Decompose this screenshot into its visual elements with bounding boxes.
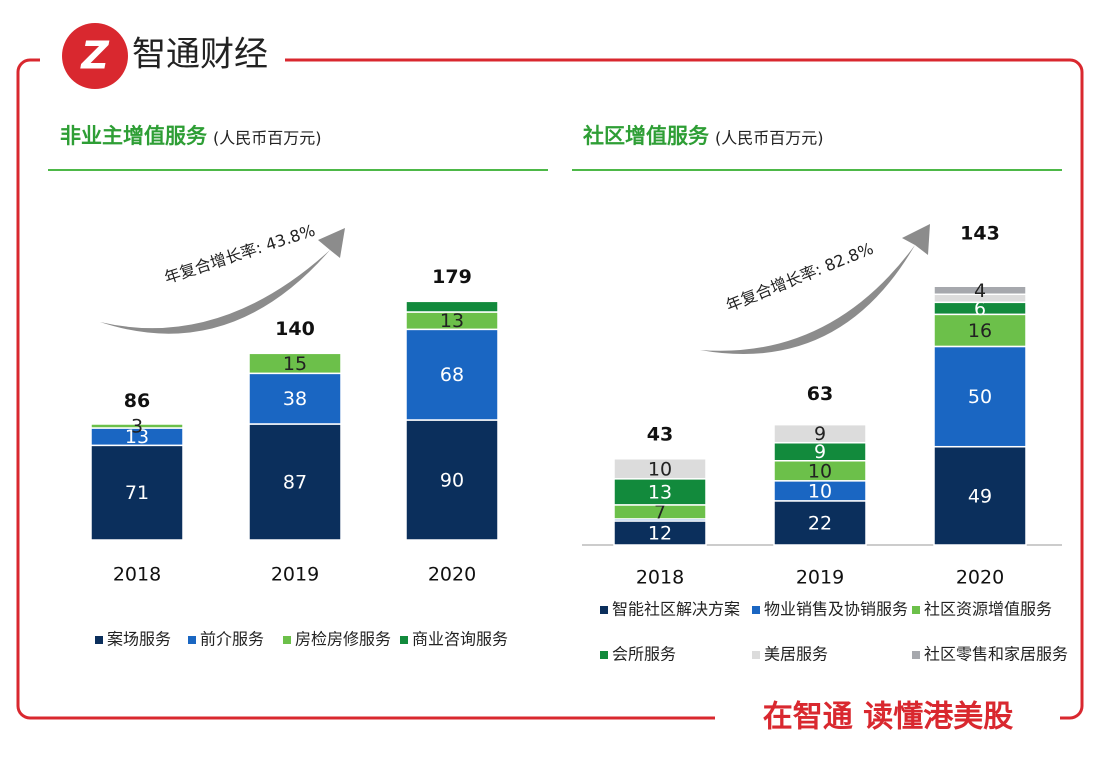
data-label: 10	[648, 458, 672, 480]
data-label: 6	[974, 298, 986, 320]
legend-label: 前介服务	[200, 630, 264, 649]
bar-segment	[90, 423, 184, 429]
data-label: 13	[440, 310, 464, 332]
data-label: 10	[808, 460, 832, 482]
x-tick-label: 2019	[271, 564, 319, 586]
data-label: 9	[814, 423, 826, 445]
bar-segment	[613, 478, 707, 506]
section-subtitle: (人民币百万元)	[715, 129, 824, 148]
growth-annotation: 年复合增长率: 43.8%	[162, 221, 317, 288]
data-label: 15	[283, 353, 307, 375]
data-label: 22	[808, 512, 832, 534]
x-tick-label: 2019	[796, 567, 844, 589]
legend-label: 物业销售及协销服务	[764, 600, 908, 619]
bar-segment	[773, 500, 867, 546]
data-label: 68	[440, 364, 464, 386]
bar-segment	[773, 423, 867, 444]
legend-label: 商业咨询服务	[412, 630, 508, 649]
section-title: 非业主增值服务	[60, 124, 208, 148]
data-label: 87	[283, 472, 307, 494]
legend-swatch	[752, 651, 760, 659]
section-subtitle: (人民币百万元)	[213, 129, 322, 148]
total-label: 43	[647, 423, 673, 445]
total-label: 63	[807, 383, 833, 405]
legend-swatch	[600, 606, 608, 614]
data-label: 4	[974, 280, 986, 302]
legend-label: 房检房修服务	[295, 630, 391, 649]
legend-swatch	[912, 606, 920, 614]
data-label: 71	[125, 482, 149, 504]
logo	[62, 23, 128, 89]
data-label: 90	[440, 470, 464, 492]
bar-segment	[405, 419, 499, 541]
data-label: 16	[968, 320, 992, 342]
data-label: 9	[814, 441, 826, 463]
legend-label: 社区资源增值服务	[924, 600, 1052, 619]
bar-segment	[405, 300, 499, 313]
data-label: 38	[283, 388, 307, 410]
legend-label: 案场服务	[107, 630, 171, 649]
frame	[16, 58, 1084, 720]
x-tick-label: 2018	[113, 564, 161, 586]
data-label: 49	[968, 485, 992, 507]
section-title: 社区增值服务	[582, 124, 710, 148]
x-tick-label: 2020	[956, 567, 1004, 589]
data-label: 13	[648, 481, 672, 503]
legend-swatch	[600, 651, 608, 659]
bar-segment	[933, 285, 1027, 296]
x-tick-label: 2018	[636, 567, 684, 589]
legend-swatch	[283, 636, 291, 644]
bar-segment	[405, 328, 499, 421]
legend-label: 美居服务	[764, 645, 828, 664]
legend-swatch	[912, 651, 920, 659]
bar-segment	[248, 352, 342, 375]
slogan: 在智通 读懂港美股	[763, 700, 1013, 735]
bar-segment	[613, 458, 707, 480]
bar-segment	[933, 445, 1027, 546]
data-label: 3	[131, 416, 143, 438]
x-tick-label: 2020	[428, 564, 476, 586]
bar-segment	[933, 345, 1027, 448]
data-label: 7	[654, 501, 666, 523]
total-label: 86	[124, 390, 150, 412]
data-label: 12	[648, 522, 672, 544]
total-label: 140	[275, 318, 315, 340]
growth-arrow	[100, 228, 345, 334]
growth-arrow	[700, 224, 930, 355]
data-label: 13	[125, 426, 149, 448]
legend-label: 智能社区解决方案	[612, 600, 740, 619]
data-label: 50	[968, 386, 992, 408]
legend-swatch	[752, 606, 760, 614]
growth-annotation: 年复合增长率: 82.8%	[723, 239, 876, 316]
legend-label: 会所服务	[612, 645, 676, 664]
total-label: 179	[432, 266, 472, 288]
logo-mark: Z	[80, 34, 110, 78]
legend-swatch	[400, 636, 408, 644]
legend-label: 社区零售和家居服务	[924, 645, 1068, 664]
bar-segment	[613, 520, 707, 546]
brand: 智通财经	[132, 35, 268, 75]
data-label: 10	[808, 480, 832, 502]
legend-swatch	[95, 636, 103, 644]
total-label: 143	[960, 223, 1000, 245]
legend-swatch	[188, 636, 196, 644]
slogan-backdrop	[715, 695, 1060, 740]
